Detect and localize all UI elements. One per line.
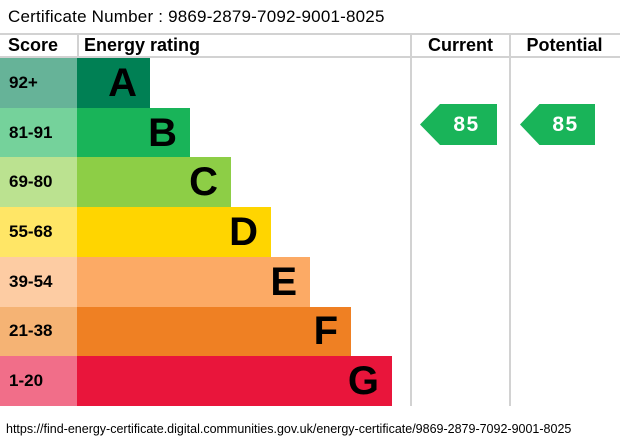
score-cell: 69-80 xyxy=(0,157,77,208)
band-row: 55-68 D xyxy=(0,207,410,257)
rating-bar: F xyxy=(77,306,351,357)
score-cell: 39-54 xyxy=(0,256,77,307)
band-row: 92+ A xyxy=(0,58,410,108)
rating-bar: C xyxy=(77,157,231,208)
score-cell: 81-91 xyxy=(0,107,77,158)
band-letter: C xyxy=(189,160,218,205)
band-letter: E xyxy=(270,259,297,304)
band-row: 39-54 E xyxy=(0,256,410,307)
energy-rating-table: Score Energy rating Current Potential 92… xyxy=(0,33,620,407)
header-current: Current xyxy=(410,35,509,56)
rating-bar: G xyxy=(77,356,392,407)
current-rating-arrow: 85 xyxy=(420,104,497,145)
score-cell: 1-20 xyxy=(0,356,77,407)
rating-bar: D xyxy=(77,207,271,257)
score-cell: 21-38 xyxy=(0,306,77,357)
band-letter: F xyxy=(313,309,338,354)
table-header-row: Score Energy rating Current Potential xyxy=(0,33,620,58)
potential-rating-value: 85 xyxy=(552,112,579,136)
current-rating-value: 85 xyxy=(453,112,480,136)
header-energy-rating: Energy rating xyxy=(84,35,201,55)
rating-bar: E xyxy=(77,256,310,307)
rating-bar: A xyxy=(77,58,150,108)
potential-column: 85 xyxy=(509,58,620,406)
score-cell: 92+ xyxy=(0,58,77,108)
band-chart: 92+ A 81-91 B 69-80 C 55-68 D 39-54 E xyxy=(0,58,410,407)
band-row: 21-38 F xyxy=(0,306,410,357)
current-column: 85 xyxy=(410,58,509,406)
band-letter: A xyxy=(108,60,137,105)
certificate-number: Certificate Number : 9869-2879-7092-9001… xyxy=(8,7,385,26)
band-letter: B xyxy=(148,110,177,155)
band-letter: G xyxy=(347,359,379,404)
band-row: 81-91 B xyxy=(0,107,410,158)
chart-body: 92+ A 81-91 B 69-80 C 55-68 D 39-54 E xyxy=(0,58,620,407)
band-row: 1-20 G xyxy=(0,356,410,407)
score-cell: 55-68 xyxy=(0,207,77,257)
potential-rating-arrow: 85 xyxy=(520,104,595,145)
header-score: Score xyxy=(0,35,79,56)
rating-bar: B xyxy=(77,107,190,158)
header-potential: Potential xyxy=(509,35,618,56)
band-row: 69-80 C xyxy=(0,157,410,208)
certificate-url: https://find-energy-certificate.digital.… xyxy=(6,422,572,436)
band-letter: D xyxy=(229,210,258,255)
